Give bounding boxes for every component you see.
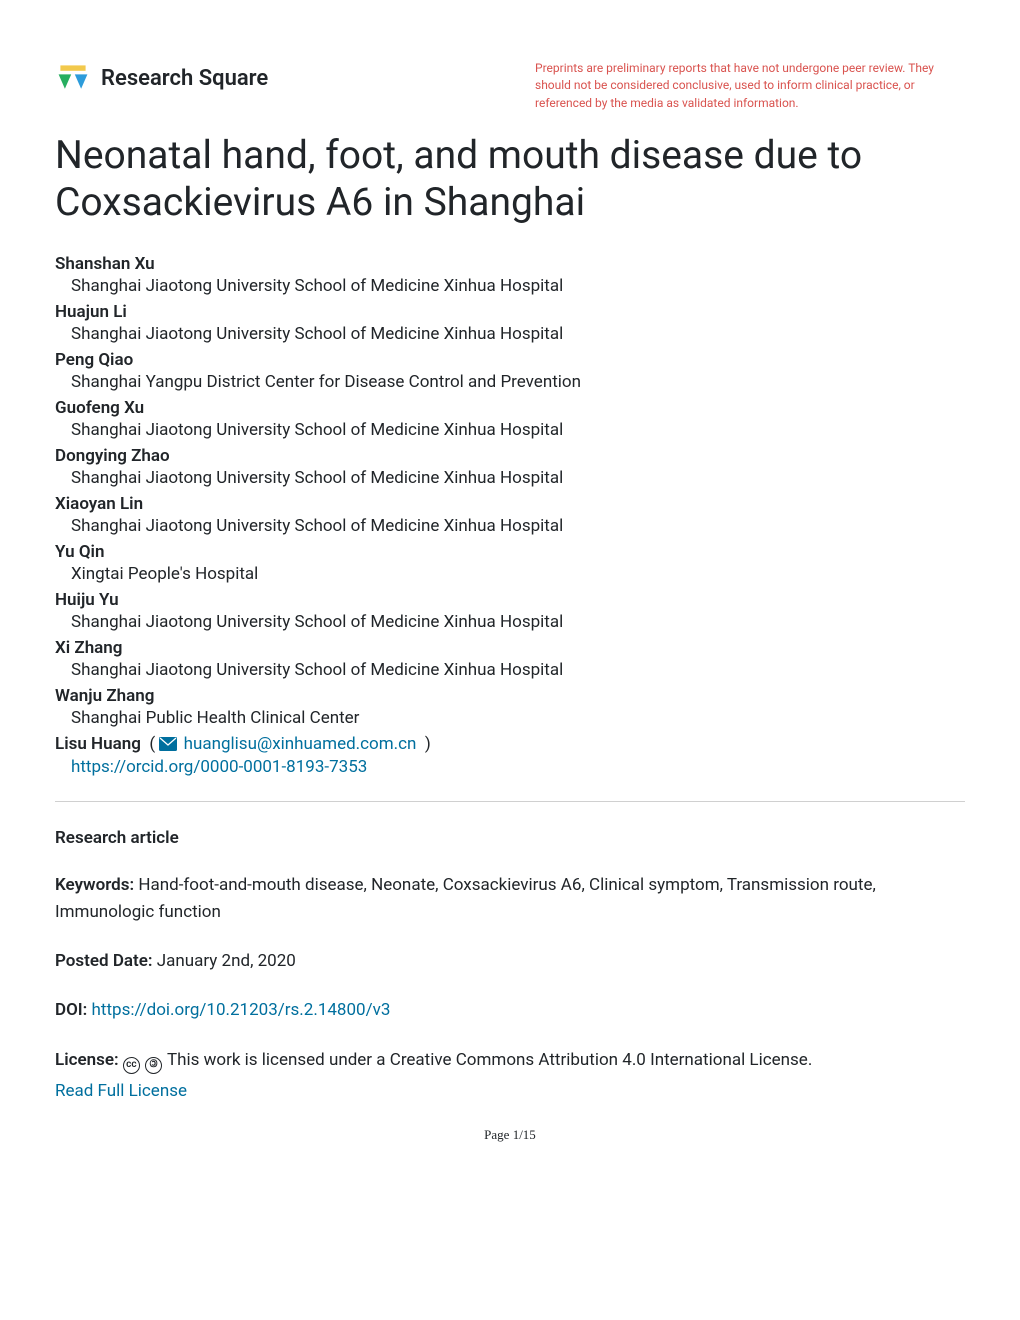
corresponding-author-name: Lisu Huang	[55, 734, 141, 754]
author-name: Xiaoyan Lin	[55, 494, 965, 514]
keywords-text: Hand-foot-and-mouth disease, Neonate, Co…	[55, 875, 876, 922]
cc-by-icon: 🄯	[145, 1057, 162, 1074]
author-entry: Huiju Yu Shanghai Jiaotong University Sc…	[55, 590, 965, 632]
author-affiliation: Shanghai Yangpu District Center for Dise…	[55, 372, 965, 392]
doi-row: DOI: https://doi.org/10.21203/rs.2.14800…	[55, 997, 965, 1024]
preprint-disclaimer: Preprints are preliminary reports that h…	[535, 60, 965, 112]
corresponding-email-link[interactable]: huanglisu@xinhuamed.com.cn	[184, 734, 417, 754]
logo-text: Research Square	[101, 66, 268, 91]
author-entry: Yu Qin Xingtai People's Hospital	[55, 542, 965, 584]
author-entry: Peng Qiao Shanghai Yangpu District Cente…	[55, 350, 965, 392]
doi-label: DOI:	[55, 1000, 87, 1020]
article-type: Research article	[55, 828, 965, 848]
envelope-icon	[159, 737, 177, 751]
page-number: Page 1/15	[55, 1127, 965, 1143]
author-entry: Xiaoyan Lin Shanghai Jiaotong University…	[55, 494, 965, 536]
author-entry: Guofeng Xu Shanghai Jiaotong University …	[55, 398, 965, 440]
author-entry: Xi Zhang Shanghai Jiaotong University Sc…	[55, 638, 965, 680]
license-text: This work is licensed under a Creative C…	[167, 1050, 812, 1070]
author-affiliation: Shanghai Jiaotong University School of M…	[55, 468, 965, 488]
author-name: Guofeng Xu	[55, 398, 965, 418]
license-link[interactable]: Read Full License	[55, 1078, 965, 1105]
author-affiliation: Shanghai Jiaotong University School of M…	[55, 516, 965, 536]
author-name: Dongying Zhao	[55, 446, 965, 466]
open-paren: (	[145, 734, 159, 754]
keywords-row: Keywords: Hand-foot-and-mouth disease, N…	[55, 872, 965, 926]
license-row: License: cc 🄯 This work is licensed unde…	[55, 1047, 965, 1105]
author-entry: Shanshan Xu Shanghai Jiaotong University…	[55, 254, 965, 296]
author-affiliation: Shanghai Jiaotong University School of M…	[55, 612, 965, 632]
orcid-link[interactable]: https://orcid.org/0000-0001-8193-7353	[55, 757, 965, 777]
author-name: Xi Zhang	[55, 638, 965, 658]
author-affiliation: Shanghai Jiaotong University School of M…	[55, 420, 965, 440]
article-title: Neonatal hand, foot, and mouth disease d…	[55, 132, 965, 226]
cc-icons: cc 🄯	[123, 1050, 167, 1070]
keywords-label: Keywords:	[55, 875, 134, 895]
doi-link[interactable]: https://doi.org/10.21203/rs.2.14800/v3	[92, 1000, 391, 1020]
section-divider	[55, 801, 965, 802]
cc-icon: cc	[123, 1057, 140, 1074]
author-list: Shanshan Xu Shanghai Jiaotong University…	[55, 254, 965, 777]
posted-date: January 2nd, 2020	[153, 951, 296, 971]
author-name: Peng Qiao	[55, 350, 965, 370]
author-name: Shanshan Xu	[55, 254, 965, 274]
author-affiliation: Xingtai People's Hospital	[55, 564, 965, 584]
corresponding-author: Lisu Huang ( huanglisu@xinhuamed.com.cn …	[55, 734, 965, 754]
logo-block: Research Square	[55, 60, 268, 96]
research-square-logo-icon	[55, 60, 91, 96]
author-affiliation: Shanghai Jiaotong University School of M…	[55, 324, 965, 344]
posted-label: Posted Date:	[55, 951, 153, 971]
author-affiliation: Shanghai Jiaotong University School of M…	[55, 660, 965, 680]
author-name: Huajun Li	[55, 302, 965, 322]
author-name: Wanju Zhang	[55, 686, 965, 706]
author-name: Yu Qin	[55, 542, 965, 562]
author-entry: Huajun Li Shanghai Jiaotong University S…	[55, 302, 965, 344]
posted-date-row: Posted Date: January 2nd, 2020	[55, 948, 965, 975]
author-affiliation: Shanghai Public Health Clinical Center	[55, 708, 965, 728]
author-entry: Wanju Zhang Shanghai Public Health Clini…	[55, 686, 965, 728]
author-name: Huiju Yu	[55, 590, 965, 610]
license-label: License:	[55, 1050, 119, 1070]
page-header: Research Square Preprints are preliminar…	[55, 60, 965, 112]
author-affiliation: Shanghai Jiaotong University School of M…	[55, 276, 965, 296]
author-entry: Dongying Zhao Shanghai Jiaotong Universi…	[55, 446, 965, 488]
close-paren: )	[421, 734, 431, 754]
